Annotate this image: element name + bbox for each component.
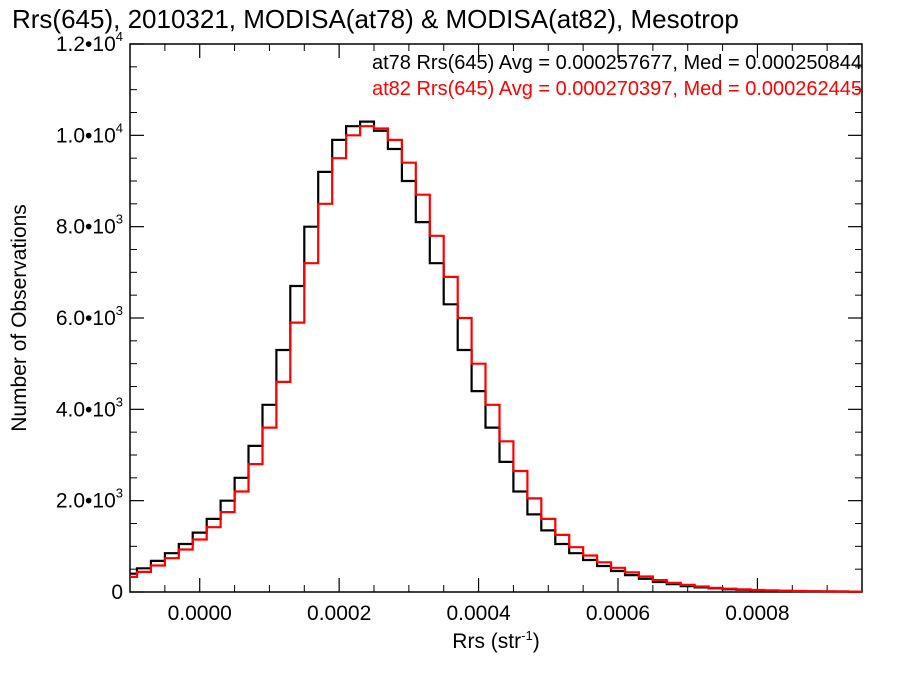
- x-tick-label-3: 0.0006: [586, 602, 650, 625]
- x-tick-label-0: 0.0000: [168, 602, 232, 625]
- x-axis-label-sup: -1: [521, 628, 533, 643]
- y-axis-ticks: 02.0•1034.0•1036.0•1038.0•1031.0•1041.2•…: [56, 29, 862, 604]
- y-tick-mantissa-4: 8.0•10: [56, 216, 116, 239]
- y-tick-exponent-1: 3: [116, 486, 123, 501]
- y-tick-mantissa-1: 2.0•10: [56, 490, 116, 513]
- x-axis-label-end: ): [533, 630, 540, 653]
- series-layer: [130, 120, 862, 593]
- series-line-1: [130, 125, 862, 593]
- y-tick-exponent-5: 4: [116, 120, 123, 135]
- y-tick-label-0: 0: [111, 581, 123, 604]
- y-tick-mantissa-2: 4.0•10: [56, 398, 116, 421]
- series-line-0: [130, 120, 862, 593]
- x-tick-label-2: 0.0004: [446, 602, 511, 625]
- y-axis-label: Number of Observations: [8, 204, 31, 432]
- legend: at78 Rrs(645) Avg = 0.000257677, Med = 0…: [372, 52, 862, 100]
- y-tick-mantissa-5: 1.0•10: [56, 124, 116, 147]
- plot-frame: [129, 43, 863, 593]
- y-tick-label-5: 1.0•104: [56, 120, 123, 147]
- legend-entry-at78: at78 Rrs(645) Avg = 0.000257677, Med = 0…: [372, 52, 862, 74]
- y-tick-mantissa-3: 6.0•10: [56, 307, 116, 330]
- y-tick-exponent-2: 3: [116, 394, 123, 409]
- y-tick-mantissa-6: 1.2•10: [56, 33, 116, 56]
- y-tick-mantissa-0: 0: [111, 581, 123, 604]
- y-tick-exponent-3: 3: [116, 303, 123, 318]
- x-axis-label: Rrs (str-1): [452, 628, 539, 653]
- y-tick-label-4: 8.0•103: [56, 212, 123, 239]
- y-tick-exponent-6: 4: [116, 29, 123, 44]
- y-tick-label-2: 4.0•103: [56, 394, 123, 421]
- y-tick-label-1: 2.0•103: [56, 486, 123, 513]
- x-axis-ticks: 0.0000 0.0002 0.0004 0.0006 0.0008: [129, 44, 863, 625]
- x-axis-label-base: Rrs (str: [452, 630, 521, 653]
- y-tick-label-6: 1.2•104: [56, 29, 123, 56]
- y-tick-exponent-4: 3: [116, 212, 123, 227]
- chart-title: Rrs(645), 2010321, MODISA(at78) & MODISA…: [12, 4, 739, 34]
- x-tick-label-1: 0.0002: [307, 602, 371, 625]
- legend-entry-at82: at82 Rrs(645) Avg = 0.000270397, Med = 0…: [372, 78, 862, 100]
- y-tick-label-3: 6.0•103: [56, 303, 123, 330]
- x-tick-label-4: 0.0008: [725, 602, 789, 625]
